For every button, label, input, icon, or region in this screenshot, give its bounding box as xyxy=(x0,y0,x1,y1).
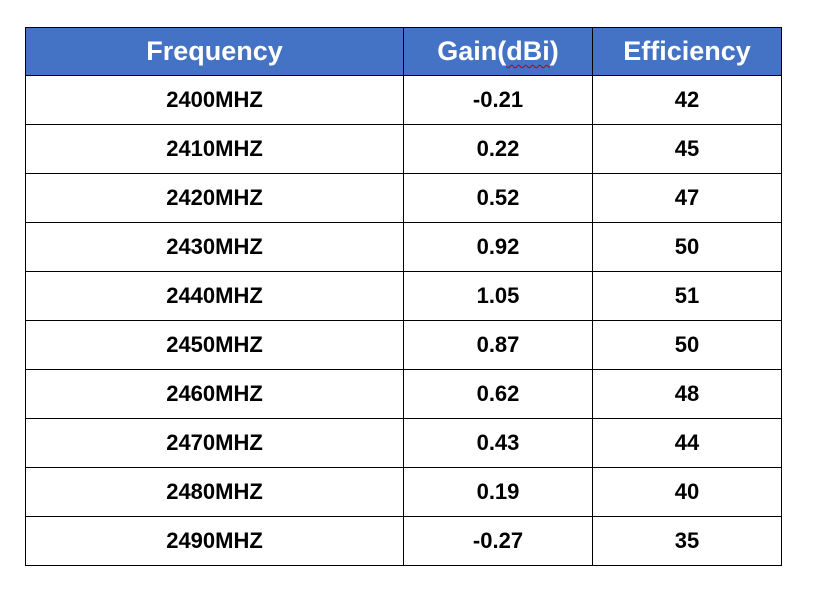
cell-efficiency: 50 xyxy=(592,320,782,370)
table-row: 2430MHZ 0.92 50 xyxy=(25,222,782,272)
cell-frequency: 2470MHZ xyxy=(25,418,404,468)
header-gain-suffix: ) xyxy=(549,36,559,66)
header-efficiency: Efficiency xyxy=(592,27,782,76)
cell-gain: 1.05 xyxy=(403,271,593,321)
table-row: 2450MHZ 0.87 50 xyxy=(25,320,782,370)
cell-efficiency: 51 xyxy=(592,271,782,321)
cell-efficiency: 35 xyxy=(592,516,782,566)
cell-efficiency: 48 xyxy=(592,369,782,419)
header-frequency: Frequency xyxy=(25,27,404,76)
table-header-row: Frequency Gain(dBi) Efficiency xyxy=(25,27,782,76)
cell-gain: -0.21 xyxy=(403,75,593,125)
table-row: 2400MHZ -0.21 42 xyxy=(25,75,782,125)
cell-frequency: 2430MHZ xyxy=(25,222,404,272)
cell-efficiency: 42 xyxy=(592,75,782,125)
cell-frequency: 2490MHZ xyxy=(25,516,404,566)
header-gain: Gain(dBi) xyxy=(403,27,593,76)
table-row: 2440MHZ 1.05 51 xyxy=(25,271,782,321)
table-row: 2470MHZ 0.43 44 xyxy=(25,418,782,468)
header-gain-prefix: Gain( xyxy=(437,36,507,66)
cell-efficiency: 45 xyxy=(592,124,782,174)
data-table-container: Frequency Gain(dBi) Efficiency 2400MHZ -… xyxy=(25,27,782,566)
cell-gain: 0.19 xyxy=(403,467,593,517)
cell-efficiency: 47 xyxy=(592,173,782,223)
cell-gain: 0.43 xyxy=(403,418,593,468)
cell-gain: 0.62 xyxy=(403,369,593,419)
cell-efficiency: 44 xyxy=(592,418,782,468)
cell-frequency: 2480MHZ xyxy=(25,467,404,517)
cell-gain: 0.52 xyxy=(403,173,593,223)
table-row: 2480MHZ 0.19 40 xyxy=(25,467,782,517)
cell-gain: 0.22 xyxy=(403,124,593,174)
header-gain-unit: dBi xyxy=(506,36,550,66)
table-row: 2420MHZ 0.52 47 xyxy=(25,173,782,223)
cell-frequency: 2400MHZ xyxy=(25,75,404,125)
table-row: 2460MHZ 0.62 48 xyxy=(25,369,782,419)
table-row: 2410MHZ 0.22 45 xyxy=(25,124,782,174)
cell-efficiency: 50 xyxy=(592,222,782,272)
cell-frequency: 2450MHZ xyxy=(25,320,404,370)
cell-gain: -0.27 xyxy=(403,516,593,566)
cell-frequency: 2410MHZ xyxy=(25,124,404,174)
frequency-gain-table: Frequency Gain(dBi) Efficiency 2400MHZ -… xyxy=(25,27,782,566)
cell-frequency: 2460MHZ xyxy=(25,369,404,419)
cell-gain: 0.87 xyxy=(403,320,593,370)
cell-frequency: 2440MHZ xyxy=(25,271,404,321)
cell-efficiency: 40 xyxy=(592,467,782,517)
table-row: 2490MHZ -0.27 35 xyxy=(25,516,782,566)
cell-gain: 0.92 xyxy=(403,222,593,272)
cell-frequency: 2420MHZ xyxy=(25,173,404,223)
